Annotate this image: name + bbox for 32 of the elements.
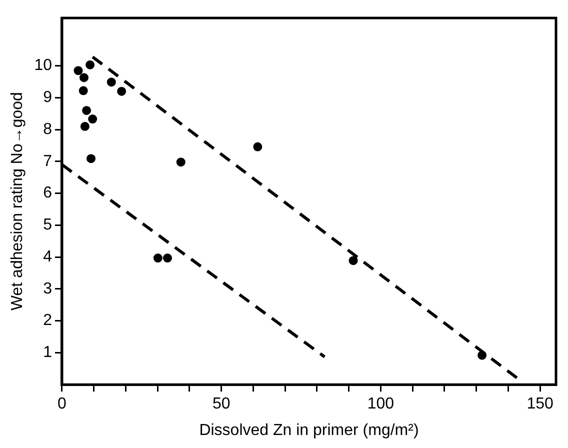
point	[117, 86, 126, 96]
point	[348, 256, 358, 266]
y-tick-label: 9	[43, 89, 52, 106]
point	[176, 158, 186, 167]
y-tick-label: 2	[43, 312, 52, 330]
point	[478, 350, 487, 360]
y-tick-label: 1	[43, 344, 52, 362]
point	[86, 154, 96, 164]
point	[80, 122, 90, 131]
x-axis-title: Dissolved Zn in primer (mg/m²)	[199, 422, 419, 439]
point	[79, 73, 88, 82]
point	[106, 78, 116, 87]
point	[162, 254, 172, 263]
y-tick-label: 5	[43, 216, 52, 234]
y-tick-label: 4	[43, 248, 52, 266]
point	[86, 60, 95, 70]
x-tick-label: 100	[367, 396, 394, 413]
x-tick-label: 0	[58, 396, 67, 413]
y-tick-label: 8	[43, 120, 52, 138]
point	[78, 86, 88, 96]
x-tick-label: 150	[526, 396, 554, 413]
y-axis-title: Wet adhesion rating No→good	[9, 92, 26, 311]
y-tick-label: 10	[34, 57, 52, 74]
point	[153, 254, 162, 263]
point	[82, 106, 92, 115]
point	[253, 142, 262, 152]
y-tick-label: 6	[43, 184, 52, 202]
point	[74, 66, 83, 76]
y-tick-label: 7	[43, 152, 52, 170]
y-tick-label: 3	[43, 280, 52, 298]
point	[88, 114, 98, 124]
x-tick-label: 50	[212, 396, 230, 413]
